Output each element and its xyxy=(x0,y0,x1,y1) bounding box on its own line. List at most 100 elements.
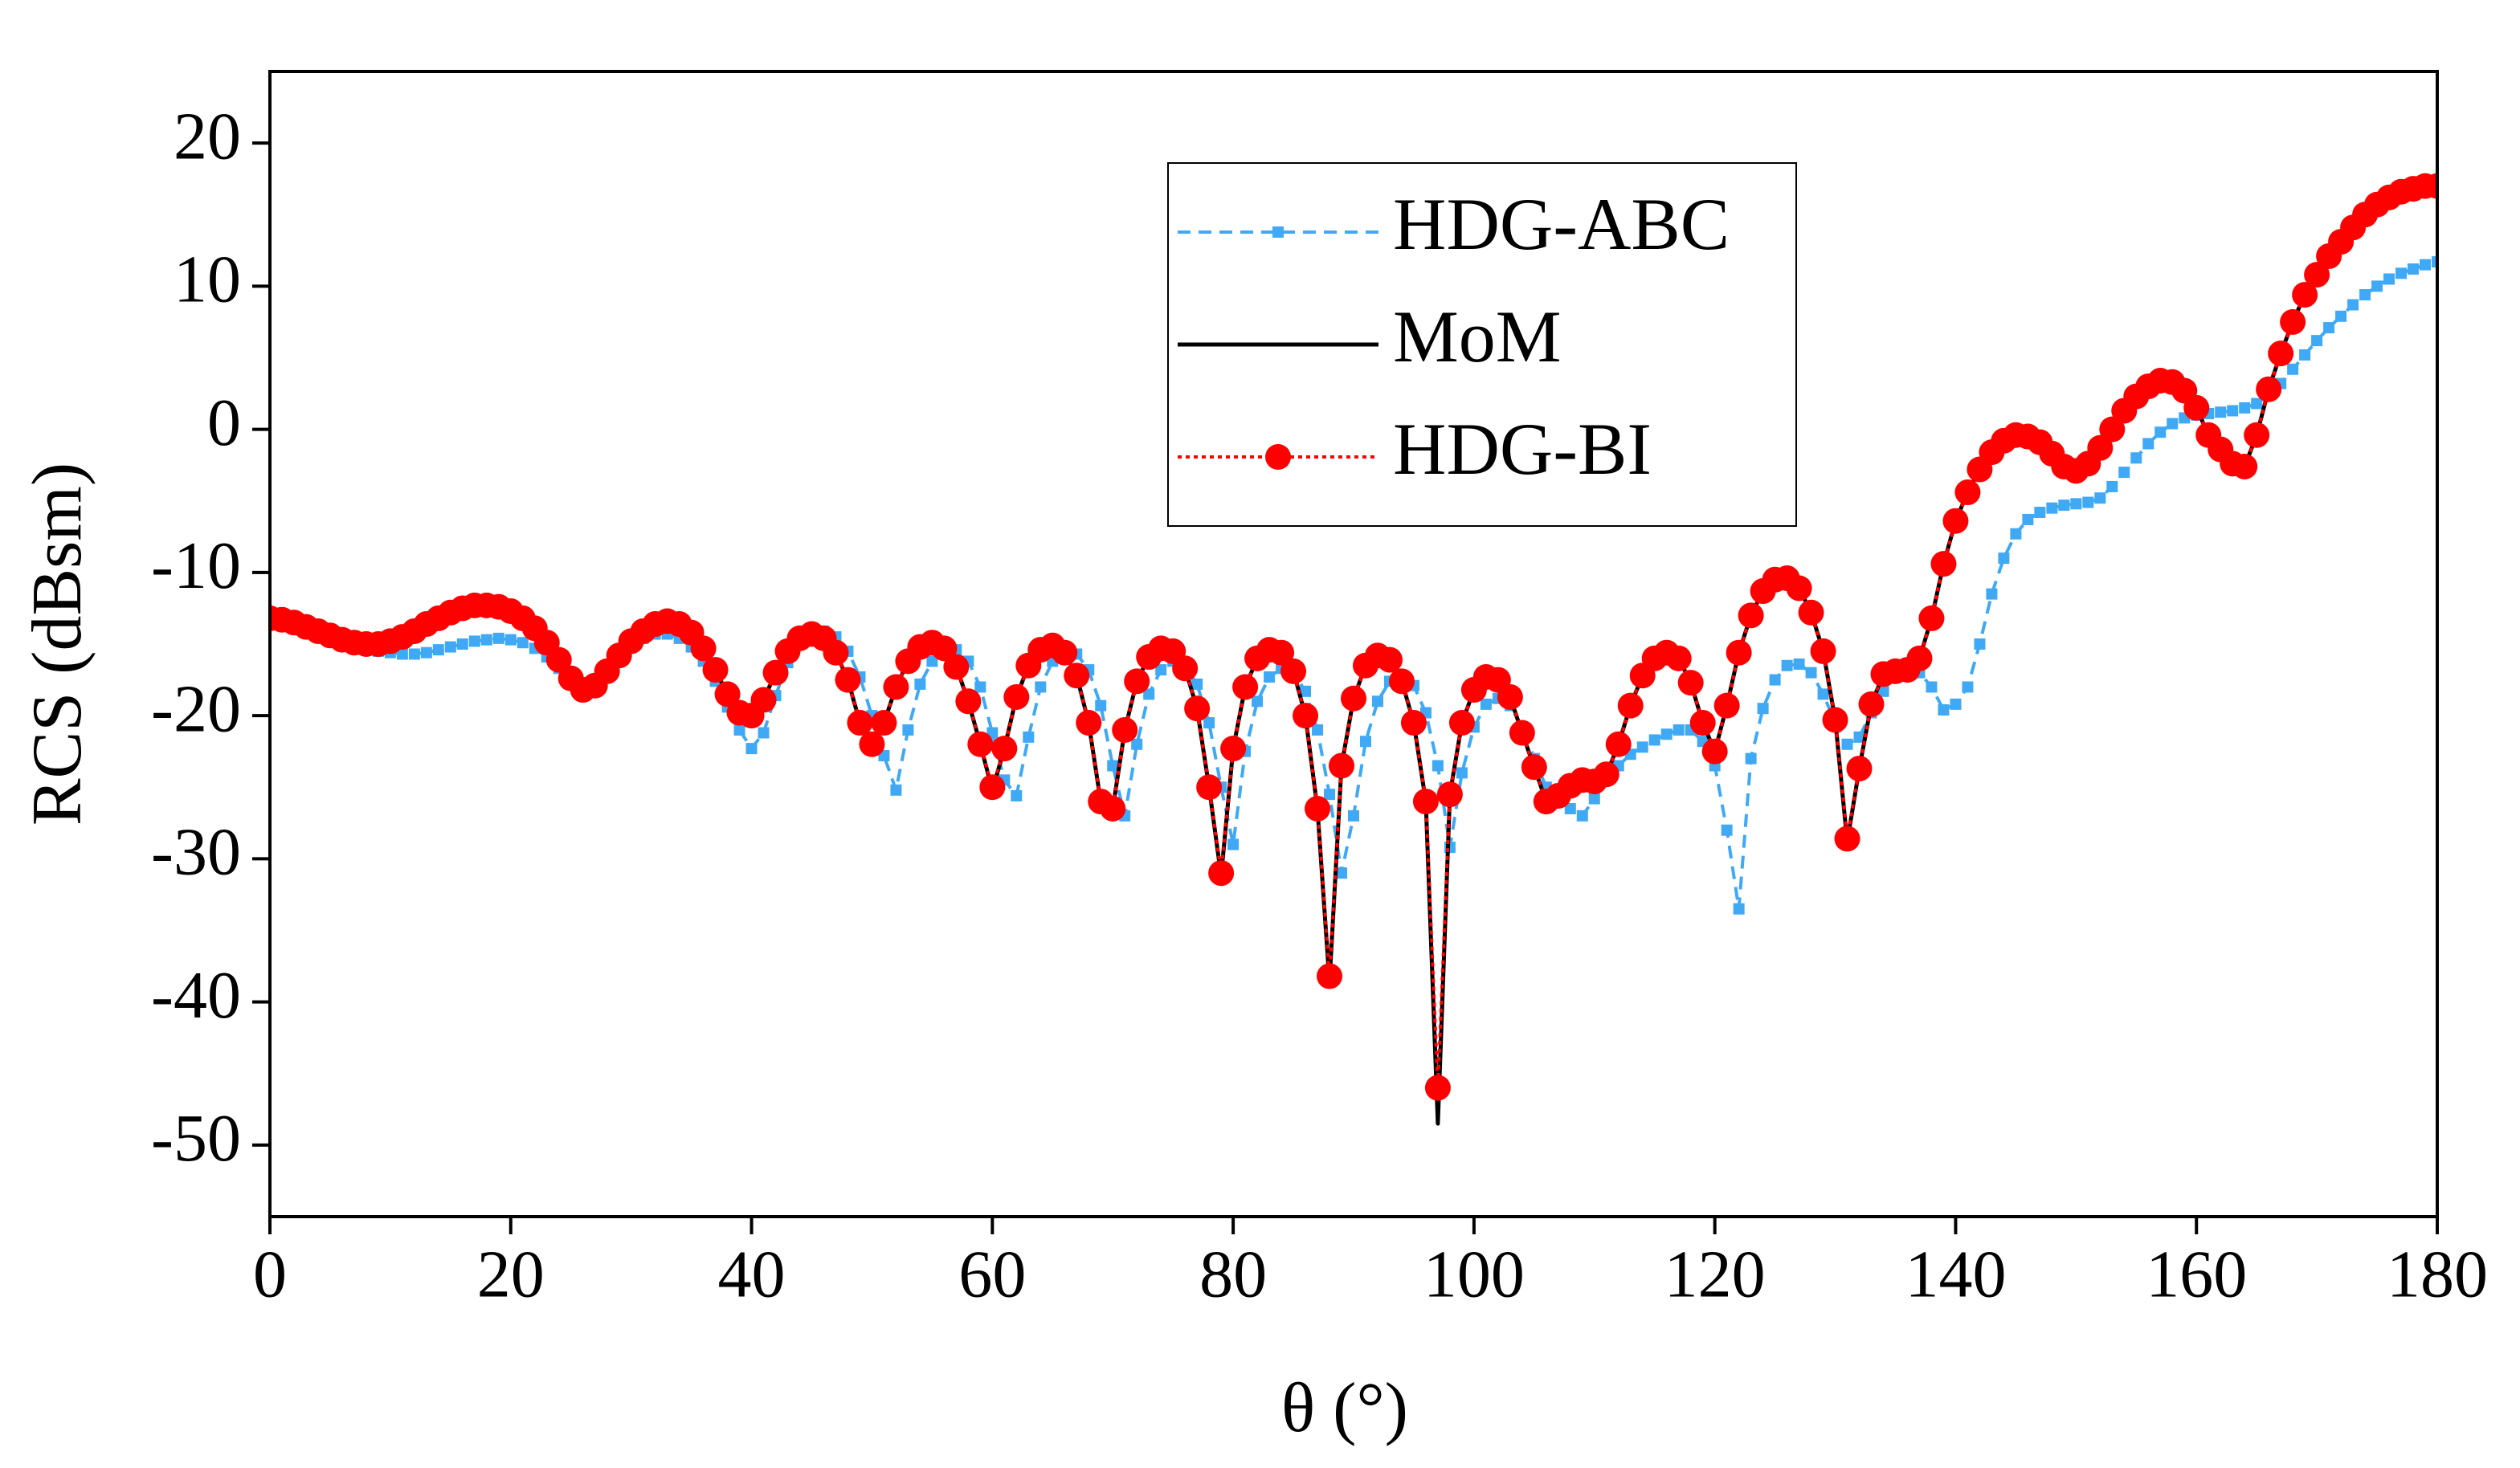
marker xyxy=(690,635,717,662)
marker xyxy=(444,641,456,653)
marker xyxy=(2371,280,2383,292)
marker xyxy=(2323,322,2335,334)
marker xyxy=(1998,553,2010,565)
y-tick-label: 0 xyxy=(207,385,241,460)
marker xyxy=(1100,795,1126,822)
x-tick-label: 60 xyxy=(958,1237,1026,1311)
marker xyxy=(733,724,745,736)
marker xyxy=(1184,695,1211,722)
marker xyxy=(545,646,572,673)
x-tick-label: 120 xyxy=(1664,1237,1766,1311)
marker xyxy=(1064,663,1090,689)
marker xyxy=(1962,681,1974,693)
marker xyxy=(2251,398,2263,410)
marker xyxy=(1371,695,1383,707)
marker xyxy=(1858,691,1885,717)
marker xyxy=(1341,685,1366,712)
marker xyxy=(1131,738,1143,750)
marker xyxy=(1035,681,1047,693)
marker xyxy=(1576,809,1588,822)
marker xyxy=(2347,299,2359,311)
marker xyxy=(702,657,729,683)
marker xyxy=(2311,335,2323,347)
marker xyxy=(2154,426,2167,438)
marker xyxy=(1974,638,1986,650)
marker xyxy=(1926,681,1938,693)
y-tick-label: -20 xyxy=(151,671,241,746)
marker xyxy=(1954,479,1981,506)
x-tick-label: 40 xyxy=(718,1237,786,1311)
marker xyxy=(1665,645,1692,671)
marker xyxy=(1196,774,1223,801)
marker xyxy=(871,710,897,736)
legend-label: MoM xyxy=(1393,296,1562,377)
marker xyxy=(2106,480,2118,492)
marker xyxy=(1930,551,1957,577)
marker xyxy=(714,681,741,707)
marker xyxy=(1713,692,1740,719)
marker xyxy=(2094,492,2106,504)
marker xyxy=(2010,528,2022,540)
marker xyxy=(1400,710,1427,736)
marker xyxy=(1293,703,1319,729)
marker xyxy=(1359,736,1371,748)
marker xyxy=(1336,867,1348,879)
marker xyxy=(2280,308,2306,335)
marker xyxy=(1701,738,1728,765)
marker xyxy=(2183,394,2210,421)
marker xyxy=(2142,438,2154,450)
marker xyxy=(1172,655,1199,682)
x-tick-label: 20 xyxy=(477,1237,545,1311)
marker xyxy=(847,710,873,736)
marker xyxy=(1300,685,1312,697)
marker xyxy=(758,727,770,739)
marker xyxy=(1312,724,1324,736)
marker xyxy=(1448,710,1475,736)
marker xyxy=(1733,903,1745,915)
marker xyxy=(1348,809,1359,822)
legend-item: MoM xyxy=(1178,296,1562,377)
marker xyxy=(1950,698,1962,710)
y-tick-label: -30 xyxy=(151,815,241,890)
marker xyxy=(1023,731,1035,743)
marker xyxy=(762,659,789,686)
marker xyxy=(2070,498,2082,510)
marker xyxy=(1003,683,1030,710)
marker xyxy=(890,784,902,796)
marker xyxy=(1317,963,1343,989)
marker xyxy=(2130,452,2142,464)
marker xyxy=(2167,418,2179,430)
marker xyxy=(1112,716,1138,743)
marker xyxy=(1648,734,1660,746)
marker xyxy=(420,646,432,659)
marker xyxy=(1726,639,1752,666)
marker xyxy=(1834,826,1860,852)
marker xyxy=(902,724,914,736)
marker xyxy=(2395,267,2408,279)
marker xyxy=(1329,752,1355,779)
marker xyxy=(1412,789,1439,815)
marker xyxy=(1076,710,1102,736)
marker xyxy=(1521,754,1547,781)
marker xyxy=(517,637,529,649)
marker xyxy=(1805,667,1817,679)
legend-marker xyxy=(1265,444,1291,470)
marker xyxy=(2232,453,2258,479)
marker xyxy=(2058,500,2070,512)
marker xyxy=(1689,710,1716,736)
marker xyxy=(1677,670,1704,696)
marker xyxy=(1227,838,1240,850)
marker xyxy=(2244,422,2270,448)
marker xyxy=(468,635,480,647)
marker xyxy=(1324,789,1336,801)
marker xyxy=(1673,724,1685,736)
marker xyxy=(2227,405,2239,417)
marker xyxy=(1424,1074,1451,1101)
marker xyxy=(1107,760,1119,772)
y-tick-label: 20 xyxy=(174,99,241,173)
legend-label: HDG-ABC xyxy=(1393,183,1730,265)
marker xyxy=(1280,658,1307,684)
marker xyxy=(1786,575,1812,601)
marker xyxy=(2087,434,2114,461)
